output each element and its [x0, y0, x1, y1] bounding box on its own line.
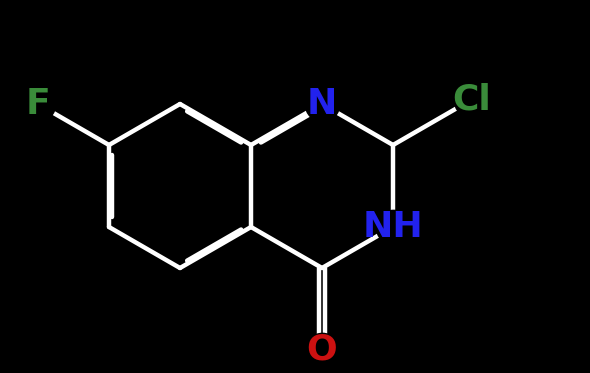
- Text: Cl: Cl: [452, 83, 490, 117]
- Text: NH: NH: [363, 210, 424, 244]
- Text: N: N: [307, 87, 337, 121]
- Text: O: O: [307, 333, 337, 367]
- Text: F: F: [25, 87, 50, 121]
